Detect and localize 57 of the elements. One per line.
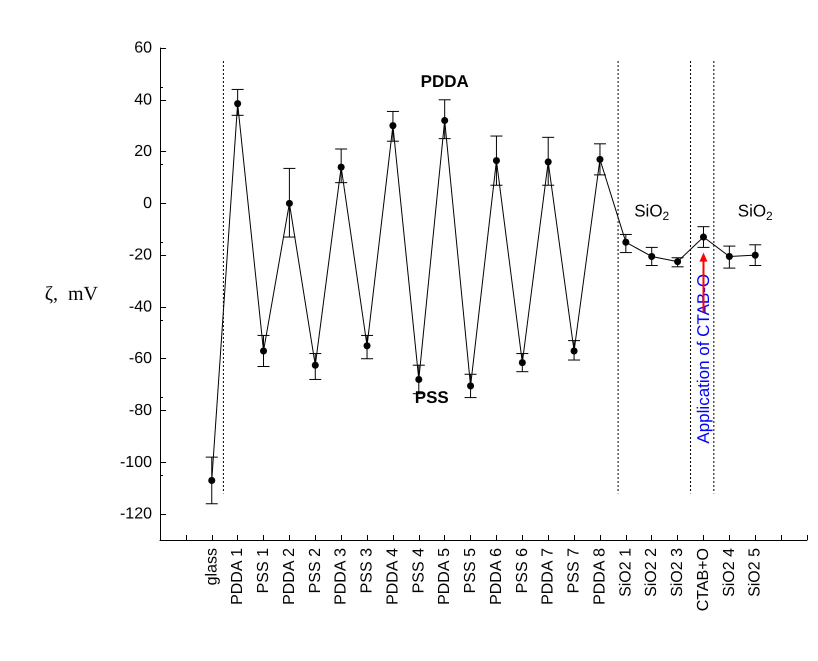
y-tick-label: 60 bbox=[134, 40, 152, 56]
x-tick-label: PSS 4 bbox=[410, 548, 428, 594]
y-tick-label: -100 bbox=[120, 454, 152, 471]
y-tick-label: -40 bbox=[128, 298, 152, 316]
point bbox=[441, 117, 448, 124]
y-tick-label: -20 bbox=[128, 246, 152, 264]
annotation: PDDA bbox=[420, 72, 469, 92]
x-tick-label: PDDA 8 bbox=[591, 548, 608, 605]
y-tick-label: 0 bbox=[143, 194, 152, 212]
point bbox=[596, 156, 604, 163]
x-tick-label: SiO2 5 bbox=[746, 548, 764, 597]
x-tick-label: PDDA 3 bbox=[332, 548, 350, 605]
x-tick-label: PSS 6 bbox=[514, 548, 531, 594]
y-tick-label: -80 bbox=[128, 402, 152, 420]
x-tick-label: SiO2 3 bbox=[669, 548, 686, 597]
x-tick-label: PDDA 2 bbox=[280, 548, 298, 605]
x-tick-label: PSS 5 bbox=[462, 548, 480, 594]
point bbox=[544, 158, 552, 166]
x-tick-label: CTAB+O bbox=[694, 548, 712, 612]
point bbox=[389, 122, 396, 130]
point bbox=[415, 376, 422, 383]
y-tick-label: -60 bbox=[128, 350, 152, 368]
point bbox=[570, 347, 578, 354]
x-tick-label: PSS 7 bbox=[566, 548, 583, 594]
x-tick-label: PSS 1 bbox=[255, 548, 272, 594]
point bbox=[700, 234, 707, 241]
x-tick-label: PDDA 1 bbox=[229, 548, 246, 605]
point bbox=[726, 252, 733, 260]
point bbox=[286, 200, 293, 207]
point bbox=[338, 164, 345, 171]
x-tick-label: glass bbox=[203, 548, 220, 586]
x-tick-label: PSS 2 bbox=[306, 548, 324, 594]
x-tick-label: SiO2 4 bbox=[720, 548, 738, 597]
point bbox=[312, 362, 319, 369]
annotation: PSS bbox=[414, 388, 449, 408]
point bbox=[364, 342, 371, 350]
x-tick-label: SiO2 2 bbox=[643, 548, 660, 597]
point bbox=[492, 157, 500, 164]
x-tick-label: PDDA 7 bbox=[540, 548, 557, 605]
x-tick-label: PDDA 6 bbox=[488, 548, 505, 605]
y-tick-label: -120 bbox=[120, 506, 152, 523]
y-axis-title: ζ, mV bbox=[44, 283, 99, 305]
point bbox=[674, 258, 682, 266]
x-tick-label: PDDA 4 bbox=[384, 548, 402, 605]
point bbox=[234, 100, 242, 108]
x-tick-label: PDDA 5 bbox=[436, 548, 454, 605]
y-tick-label: 20 bbox=[134, 143, 152, 160]
point bbox=[467, 382, 474, 390]
x-tick-label: PSS 3 bbox=[358, 548, 376, 594]
x-tick-label: SiO2 1 bbox=[617, 548, 634, 597]
point bbox=[752, 252, 759, 259]
point bbox=[648, 252, 656, 260]
y-tick-label: 40 bbox=[134, 91, 152, 108]
point bbox=[208, 476, 216, 484]
point bbox=[622, 238, 630, 246]
point bbox=[518, 359, 526, 366]
point bbox=[260, 347, 268, 354]
